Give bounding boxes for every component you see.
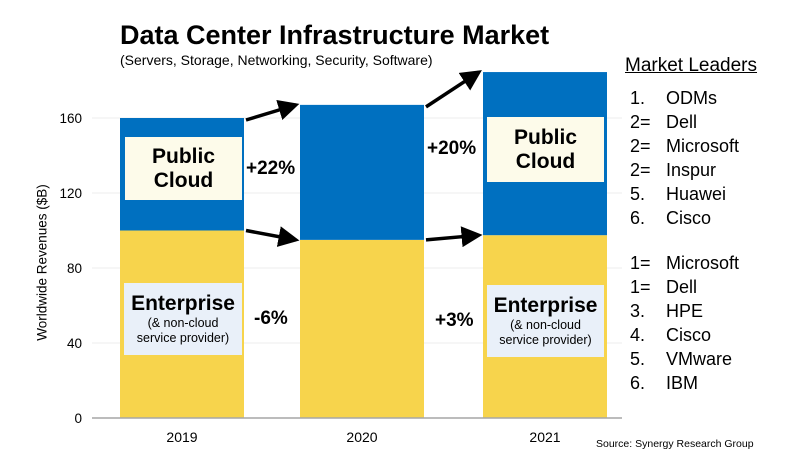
chart-title: Data Center Infrastructure Market — [120, 20, 550, 50]
leader-name: IBM — [666, 373, 699, 393]
y-tick-label: 0 — [74, 411, 82, 426]
y-tick-label: 160 — [59, 111, 82, 126]
enterprise-label-2019: Enterprise (& non-cloud service provider… — [124, 283, 242, 355]
label-sub: (& non-cloud — [147, 316, 219, 330]
leader-row: 3. HPE — [630, 301, 703, 322]
leader-name: Dell — [666, 112, 698, 132]
chart-subtitle: (Servers, Storage, Networking, Security,… — [120, 52, 433, 68]
leader-name: HPE — [666, 301, 704, 321]
bar-enterprise-2020 — [300, 239, 424, 418]
source-note: Source: Synergy Research Group — [596, 438, 754, 450]
leader-row: 1= Microsoft — [630, 253, 739, 274]
leader-rank: 3. — [630, 301, 646, 321]
leader-rank: 1. — [630, 88, 646, 108]
leader-rank: 6. — [630, 208, 646, 228]
cloud-growth-arrow — [245, 99, 300, 122]
y-tick-label: 120 — [59, 186, 82, 201]
cloud-growth-2020: +22% — [246, 158, 296, 179]
leader-row: 6. Cisco — [630, 208, 711, 229]
leader-row: 5. VMware — [630, 349, 732, 370]
label-sub: service provider) — [136, 331, 230, 345]
enterprise-label-2021: Enterprise (& non-cloud service provider… — [487, 285, 604, 357]
leader-rank: 5. — [630, 184, 646, 204]
leader-row: 2= Microsoft — [630, 136, 739, 157]
leader-name: Huawei — [666, 184, 727, 204]
cloud-growth-2021: +20% — [427, 138, 477, 159]
x-tick-label: 2020 — [346, 429, 377, 445]
leader-row: 5. Huawei — [630, 184, 726, 205]
y-tick-label: 80 — [67, 261, 82, 276]
leader-row: 2= Dell — [630, 112, 697, 133]
leader-row: 1= Dell — [630, 277, 697, 298]
leader-row: 1. ODMs — [630, 88, 717, 109]
label-line: Public — [513, 125, 577, 149]
leader-name: Cisco — [666, 208, 712, 228]
leader-name: Inspur — [666, 160, 717, 180]
enterprise-growth-2021: +3% — [435, 310, 474, 331]
leader-rank: 4. — [630, 325, 646, 345]
public-cloud-label-2021: Public Cloud — [487, 117, 604, 182]
y-axis-label: Worldwide Revenues ($B) — [34, 184, 50, 341]
leader-name: Cisco — [666, 325, 712, 345]
x-tick-label: 2019 — [166, 429, 197, 445]
enterprise-growth-arrow — [245, 226, 300, 247]
x-tick-label: 2021 — [529, 429, 560, 445]
cloud-growth-arrow — [425, 70, 482, 109]
leader-row: 6. IBM — [630, 373, 698, 394]
label-line: Public — [151, 144, 215, 168]
leader-rank: 1= — [630, 277, 651, 297]
leader-rank: 2= — [630, 112, 651, 132]
y-tick-label: 40 — [67, 336, 82, 351]
enterprise-growth-arrow — [425, 226, 483, 248]
leader-row: 4. Cisco — [630, 325, 711, 346]
label-sub: service provider) — [499, 333, 592, 347]
leader-rank: 6. — [630, 373, 646, 393]
label-line: Cloud — [153, 168, 214, 192]
enterprise-growth-2020: -6% — [254, 308, 288, 329]
label-title: Enterprise — [131, 292, 235, 315]
leader-name: ODMs — [666, 88, 717, 108]
leader-rank: 5. — [630, 349, 646, 369]
leader-name: Microsoft — [666, 136, 740, 156]
market-leaders-title: Market Leaders — [625, 55, 758, 76]
public-cloud-label-2019: Public Cloud — [125, 137, 242, 200]
label-line: Cloud — [515, 149, 576, 173]
leader-rank: 1= — [630, 253, 651, 273]
leader-rank: 2= — [630, 136, 651, 156]
leader-row: 2= Inspur — [630, 160, 716, 181]
bar-public-cloud-2020 — [300, 104, 424, 240]
label-sub: (& non-cloud — [510, 318, 581, 332]
label-title: Enterprise — [493, 294, 598, 317]
leader-name: Dell — [666, 277, 698, 297]
leader-name: Microsoft — [666, 253, 740, 273]
leader-name: VMware — [666, 349, 733, 369]
leader-rank: 2= — [630, 160, 651, 180]
